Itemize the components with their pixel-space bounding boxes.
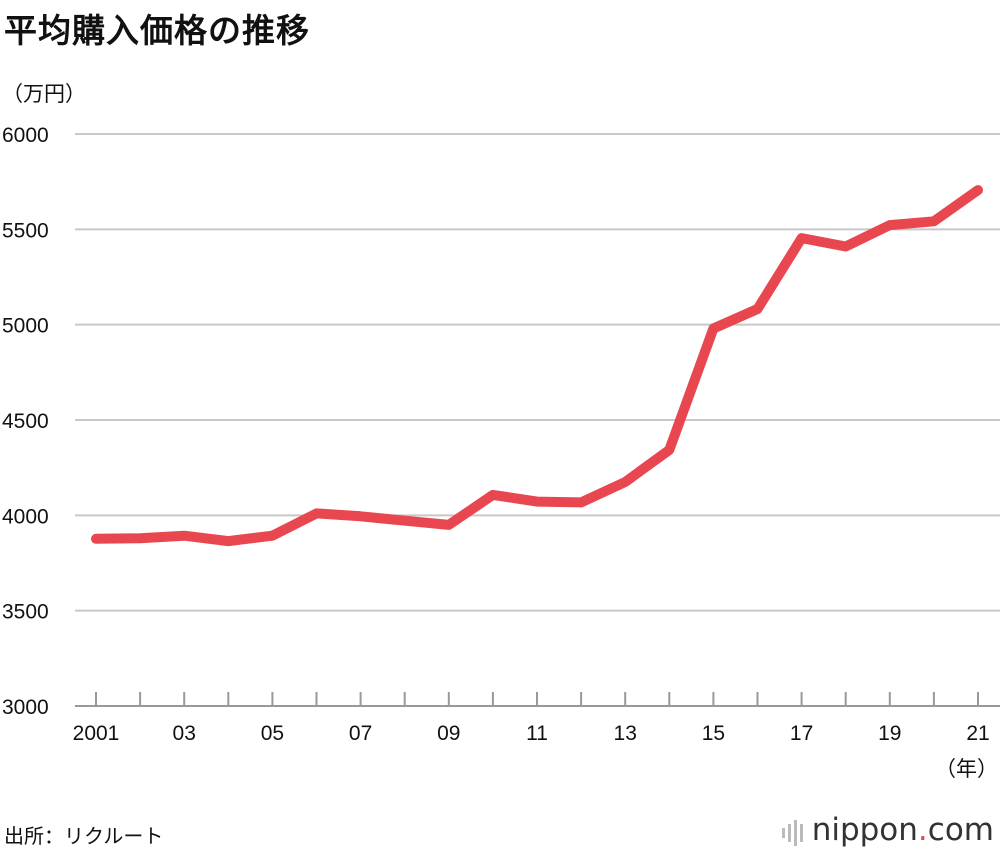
y-tick-label: 5500 — [2, 219, 49, 242]
x-tick-label: 13 — [614, 722, 637, 745]
y-tick-label: 4500 — [2, 410, 49, 433]
grid-lines — [75, 133, 1000, 612]
x-axis — [75, 692, 1000, 707]
brand-logo: nippon.com — [781, 812, 994, 850]
y-axis-unit-label: （万円） — [2, 82, 86, 106]
x-tick-label: 11 — [526, 722, 548, 745]
x-tick-label: 07 — [349, 722, 372, 745]
y-tick-label: 3000 — [2, 696, 49, 719]
y-tick-label: 5000 — [2, 315, 49, 338]
line-chart: 3000 3500 4000 4500 5000 5500 6000 2001 03 05 07 0… — [2, 124, 1000, 781]
brand-suffix: com — [927, 812, 994, 848]
logo-bars-icon — [781, 814, 806, 850]
chart-title: 平均購入価格の推移 — [4, 11, 310, 50]
brand-dot: . — [917, 812, 928, 848]
y-tick-label: 4000 — [2, 505, 49, 528]
x-tick-label: 09 — [437, 722, 460, 745]
y-tick-labels: 3000 3500 4000 4500 5000 5500 6000 — [2, 124, 49, 719]
x-tick-label: 21 — [966, 722, 989, 745]
series-line-0 — [91, 185, 983, 547]
x-tick-label: 19 — [878, 722, 901, 745]
x-axis-unit-label: （年） — [935, 758, 998, 781]
data-series — [91, 185, 983, 547]
x-tick-label: 2001 — [73, 722, 120, 745]
x-tick-label: 17 — [790, 722, 813, 745]
source-note: 出所：リクルート — [4, 824, 164, 848]
y-tick-label: 6000 — [2, 124, 49, 147]
x-tick-labels: 2001 03 05 07 09 11 13 15 17 19 21 — [73, 722, 990, 745]
x-tick-label: 15 — [702, 722, 725, 745]
y-tick-label: 3500 — [2, 601, 49, 624]
x-tick-label: 05 — [261, 722, 284, 745]
x-tick-label: 03 — [173, 722, 196, 745]
brand-prefix: nippon — [811, 812, 918, 848]
